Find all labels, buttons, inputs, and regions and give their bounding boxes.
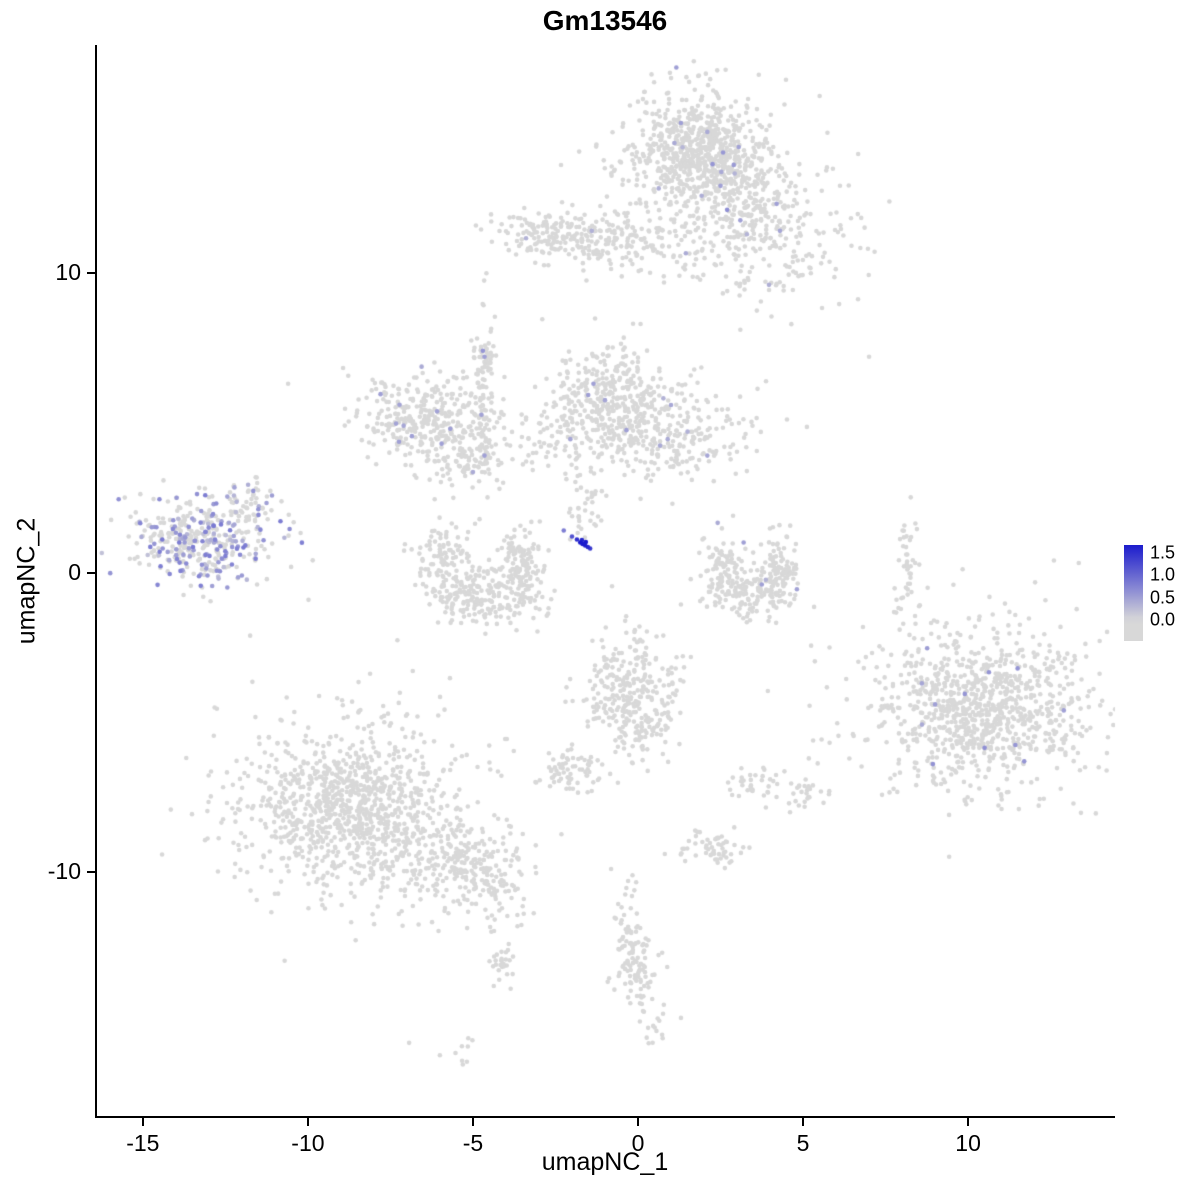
x-axis-tick-label: 0: [631, 1130, 645, 1156]
x-axis-tick: [967, 1118, 970, 1126]
y-axis-tick-label: 0: [68, 558, 81, 585]
plot-title: Gm13546: [542, 5, 668, 36]
x-axis-tick: [637, 1118, 639, 1126]
x-axis-tick: [141, 1118, 144, 1126]
x-axis-tick-label: -10: [291, 1130, 325, 1156]
x-axis-tick: [471, 1118, 474, 1126]
x-axis-label: umapNC_1: [541, 1148, 669, 1176]
x-axis-tick-label: 5: [796, 1130, 810, 1156]
x-axis-tick: [306, 1118, 309, 1126]
x-axis-tick-label: -15: [126, 1130, 160, 1156]
y-axis-tick-label: 10: [55, 258, 81, 285]
legend-tick-label: 1.5: [1150, 542, 1176, 563]
y-axis-tick: [87, 871, 95, 874]
expression-legend: 1.5 1.0 0.5 0.0: [1124, 542, 1200, 641]
x-axis-tick-label: -5: [462, 1130, 484, 1156]
legend-tick-label: 1.0: [1150, 564, 1176, 585]
y-axis-label: umapNC_2: [12, 517, 41, 645]
x-axis-tick-label: 10: [955, 1130, 981, 1156]
x-axis-tick: [802, 1118, 805, 1126]
legend-tick-label: 0.5: [1150, 587, 1176, 608]
legend-gradient-bar: [1124, 545, 1143, 641]
y-axis-tick: [87, 571, 95, 574]
y-axis-tick-label: -10: [47, 858, 81, 885]
legend-tick-label: 0.0: [1150, 609, 1176, 630]
y-axis-tick: [87, 271, 95, 274]
